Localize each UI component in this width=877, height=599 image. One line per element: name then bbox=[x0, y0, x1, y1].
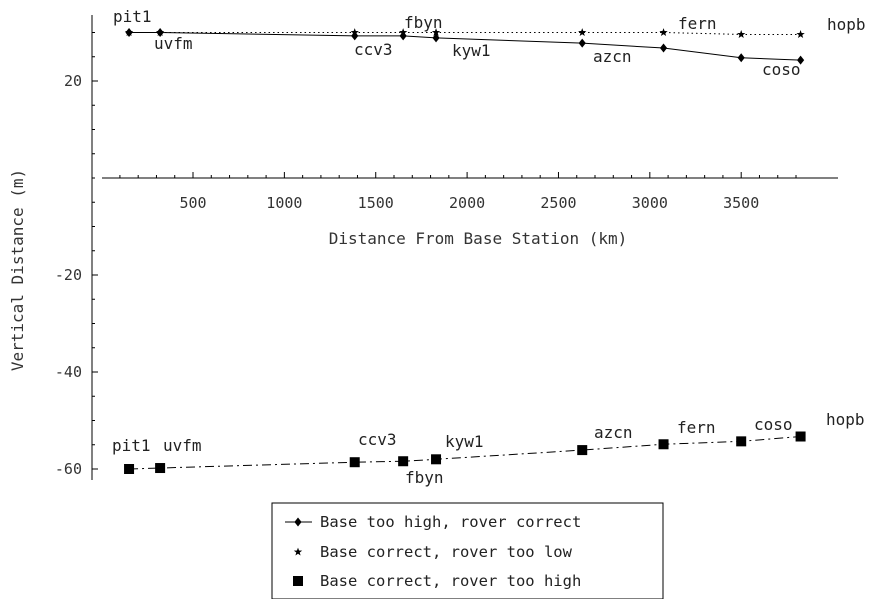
data-point-square bbox=[795, 431, 806, 442]
y-tick-label: -40 bbox=[55, 363, 82, 381]
station-label: fern bbox=[677, 418, 716, 437]
data-point-diamond bbox=[659, 43, 668, 53]
x-tick-label: 3000 bbox=[632, 194, 668, 212]
data-point-star bbox=[398, 28, 408, 37]
x-tick-label: 2000 bbox=[449, 194, 485, 212]
station-label: pit1 bbox=[113, 7, 152, 26]
x-axis-title: Distance From Base Station (km) bbox=[329, 229, 628, 248]
data-point-square bbox=[349, 457, 360, 468]
legend-label: Base too high, rover correct bbox=[320, 513, 581, 531]
x-tick-label: 1000 bbox=[266, 194, 302, 212]
station-label: coso bbox=[762, 60, 801, 79]
x-tick-label: 1500 bbox=[358, 194, 394, 212]
legend-marker-square bbox=[293, 576, 303, 586]
data-point-star bbox=[124, 28, 134, 37]
station-label: azcn bbox=[594, 423, 633, 442]
station-label: ccv3 bbox=[354, 40, 393, 59]
series-markers bbox=[124, 28, 806, 474]
legend-marker-star bbox=[293, 547, 303, 556]
station-label: uvfm bbox=[154, 34, 193, 53]
legend: Base too high, rover correct Base correct… bbox=[271, 502, 664, 599]
data-point-star bbox=[350, 28, 359, 37]
axes bbox=[91, 15, 838, 480]
y-tick-label: 20 bbox=[64, 72, 82, 90]
series-lines bbox=[129, 32, 801, 470]
station-label: coso bbox=[754, 415, 793, 434]
station-label: fbyn bbox=[405, 468, 444, 487]
legend-marker-diamond bbox=[294, 517, 302, 527]
y-tick-label: -60 bbox=[55, 460, 82, 478]
x-tick-label: 2500 bbox=[540, 194, 576, 212]
x-tick-label: 500 bbox=[179, 194, 206, 212]
data-point-diamond bbox=[796, 55, 805, 65]
x-tick-label: 3500 bbox=[723, 194, 759, 212]
legend-box bbox=[271, 502, 664, 599]
station-label: ccv3 bbox=[358, 430, 397, 449]
data-point-diamond bbox=[578, 38, 586, 48]
data-point-star bbox=[659, 28, 668, 37]
station-label: hopb bbox=[826, 410, 865, 429]
legend-label: Base correct, rover too high bbox=[320, 572, 581, 590]
station-label: kyw1 bbox=[445, 432, 484, 451]
data-point-square bbox=[398, 456, 409, 467]
data-point-star bbox=[155, 28, 165, 37]
y-tick-label: -20 bbox=[55, 266, 82, 284]
data-point-diamond bbox=[399, 31, 407, 41]
data-point-square bbox=[658, 439, 669, 450]
station-label: uvfm bbox=[163, 436, 202, 455]
data-point-star bbox=[796, 30, 805, 38]
data-point-star bbox=[737, 30, 746, 38]
data-point-square bbox=[155, 463, 166, 474]
data-point-diamond bbox=[432, 33, 440, 43]
station-label: hopb bbox=[827, 15, 866, 34]
station-label: fbyn bbox=[404, 13, 443, 32]
data-point-star bbox=[578, 28, 587, 37]
data-point-square bbox=[577, 445, 588, 456]
legend-items: Base too high, rover correct Base correct… bbox=[285, 513, 581, 590]
data-point-star bbox=[431, 28, 441, 37]
station-label: pit1 bbox=[112, 436, 151, 455]
y-axis-title: Vertical Distance (m) bbox=[8, 169, 27, 371]
ticks: 500 1000 1500 2000 2500 3000 3500 20 -20 -40 -60 bbox=[55, 32, 797, 478]
station-label: azcn bbox=[593, 47, 632, 66]
station-label: kyw1 bbox=[452, 41, 491, 60]
data-point-square bbox=[124, 464, 135, 474]
data-point-square bbox=[431, 454, 442, 465]
data-point-square bbox=[736, 436, 747, 447]
legend-label: Base correct, rover too low bbox=[320, 543, 573, 561]
station-label: fern bbox=[678, 14, 717, 33]
data-point-diamond bbox=[737, 53, 745, 63]
